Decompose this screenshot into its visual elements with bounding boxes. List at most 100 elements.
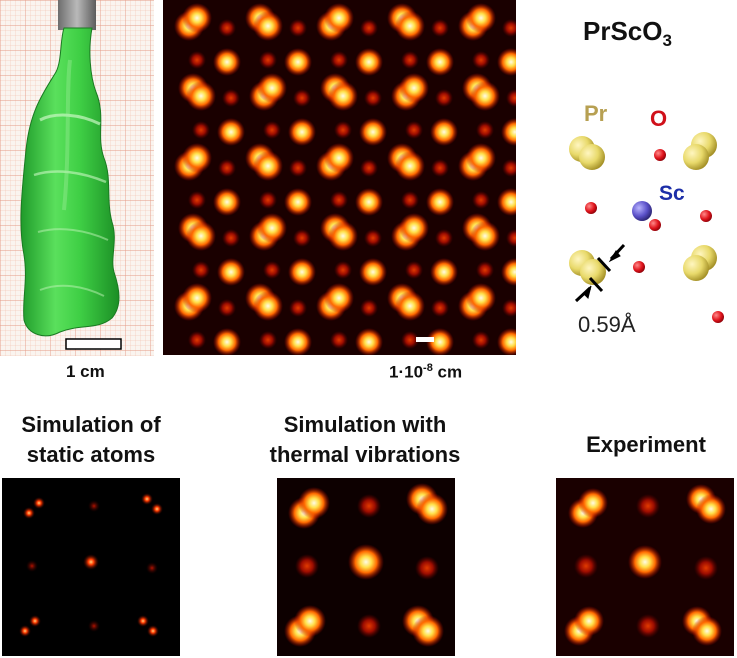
pr-column-spot bbox=[29, 615, 41, 627]
dim-column-spot bbox=[289, 159, 307, 177]
pr-column-spot bbox=[328, 81, 358, 111]
pr-column-spot bbox=[253, 151, 283, 181]
dim-column-spot bbox=[472, 331, 490, 349]
static-title: Simulation of static atoms bbox=[0, 410, 182, 470]
o-atom bbox=[700, 210, 712, 222]
dim-column-spot bbox=[222, 229, 240, 247]
pr-column-spot bbox=[288, 118, 316, 146]
o-atom bbox=[585, 202, 597, 214]
dim-column-spot bbox=[472, 51, 490, 69]
pr-column-spot bbox=[213, 328, 241, 355]
dim-column-spot bbox=[357, 614, 381, 638]
pr-column-spot bbox=[355, 328, 383, 355]
pr-column-spot bbox=[182, 283, 212, 313]
dim-column-spot bbox=[360, 19, 378, 37]
pr-column-spot bbox=[288, 258, 316, 286]
label-o: O bbox=[650, 106, 668, 131]
dim-column-spot bbox=[293, 229, 311, 247]
pr-column-spot bbox=[217, 118, 245, 146]
static-panel bbox=[2, 478, 180, 656]
experiment-panel bbox=[556, 478, 734, 656]
pr-atom-bottom-right bbox=[683, 245, 717, 281]
pr-column-spot bbox=[416, 493, 448, 525]
pr-column-spot bbox=[151, 503, 163, 515]
static-title-line1: Simulation of bbox=[21, 412, 161, 437]
pr-column-spot bbox=[578, 488, 608, 518]
distance-marker bbox=[574, 243, 626, 303]
pr-atom-bottom-left bbox=[569, 250, 606, 285]
dim-column-spot bbox=[88, 620, 100, 632]
pr-column-spot bbox=[324, 143, 354, 173]
dim-column-spot bbox=[222, 89, 240, 107]
dim-column-spot bbox=[502, 159, 516, 177]
dim-column-spot bbox=[192, 121, 210, 139]
pr-column-spot bbox=[284, 48, 312, 76]
pr-column-spot bbox=[426, 48, 454, 76]
pr-column-spot bbox=[399, 213, 429, 243]
o-atom bbox=[649, 219, 661, 231]
o-atom bbox=[633, 261, 645, 273]
pr-column-spot bbox=[137, 615, 149, 627]
static-title-line2: static atoms bbox=[26, 442, 156, 467]
o-atom bbox=[654, 149, 666, 161]
pr-column-spot bbox=[324, 3, 354, 33]
dim-column-spot bbox=[360, 159, 378, 177]
dim-column-spot bbox=[405, 261, 423, 279]
dim-column-spot bbox=[435, 89, 453, 107]
formula-base: PrScO bbox=[583, 16, 663, 46]
dim-column-spot bbox=[502, 299, 516, 317]
pr-column-spot bbox=[470, 81, 500, 111]
formula-title: PrScO3 bbox=[583, 16, 672, 51]
dim-column-spot bbox=[401, 331, 419, 349]
label-pr: Pr bbox=[584, 101, 608, 126]
dim-column-spot bbox=[259, 331, 277, 349]
dim-column-spot bbox=[476, 261, 494, 279]
dim-column-spot bbox=[289, 19, 307, 37]
pr-column-spot bbox=[19, 625, 31, 637]
pr-column-spot bbox=[253, 11, 283, 41]
pr-column-spot bbox=[284, 188, 312, 216]
pr-column-spot bbox=[359, 118, 387, 146]
crystal-photo bbox=[0, 0, 154, 356]
dim-column-spot bbox=[259, 51, 277, 69]
pr-column-spot bbox=[430, 118, 458, 146]
microscope-scale-prefix: 1·10 bbox=[389, 362, 424, 382]
dim-column-spot bbox=[295, 554, 319, 578]
label-sc: Sc bbox=[659, 182, 685, 205]
dim-column-spot bbox=[263, 261, 281, 279]
pr-column-spot bbox=[186, 221, 216, 251]
pr-atom-top-right bbox=[683, 132, 717, 170]
dim-column-spot bbox=[188, 331, 206, 349]
experiment-title: Experiment bbox=[586, 432, 706, 457]
structure-diagram-graphic bbox=[569, 132, 724, 323]
pr-column-spot bbox=[213, 188, 241, 216]
dim-column-spot bbox=[636, 494, 660, 518]
dim-column-spot bbox=[431, 299, 449, 317]
pr-column-spot bbox=[466, 143, 496, 173]
pr-column-spot bbox=[141, 493, 153, 505]
pr-column-spot bbox=[395, 11, 425, 41]
dim-column-spot bbox=[506, 89, 516, 107]
dim-column-spot bbox=[360, 299, 378, 317]
microscope-image-graphic bbox=[163, 0, 516, 355]
pr-column-spot bbox=[217, 258, 245, 286]
dim-column-spot bbox=[574, 554, 598, 578]
pr-column-spot bbox=[501, 118, 516, 146]
dim-column-spot bbox=[88, 500, 100, 512]
pr-column-spot bbox=[257, 213, 287, 243]
dim-column-spot bbox=[188, 51, 206, 69]
pr-column-spot bbox=[395, 291, 425, 321]
dim-column-spot bbox=[401, 51, 419, 69]
dim-column-spot bbox=[330, 191, 348, 209]
static-panel-graphic bbox=[2, 478, 180, 656]
dim-column-spot bbox=[431, 19, 449, 37]
pr-column-spot bbox=[497, 48, 516, 76]
dim-column-spot bbox=[472, 191, 490, 209]
dim-column-spot bbox=[263, 121, 281, 139]
dim-column-spot bbox=[218, 159, 236, 177]
dim-column-spot bbox=[405, 121, 423, 139]
crystal-scale-label: 1 cm bbox=[66, 362, 105, 381]
pr-column-spot bbox=[497, 328, 516, 355]
sc-atom bbox=[632, 201, 652, 221]
thermal-title: Simulation with thermal vibrations bbox=[244, 410, 486, 470]
